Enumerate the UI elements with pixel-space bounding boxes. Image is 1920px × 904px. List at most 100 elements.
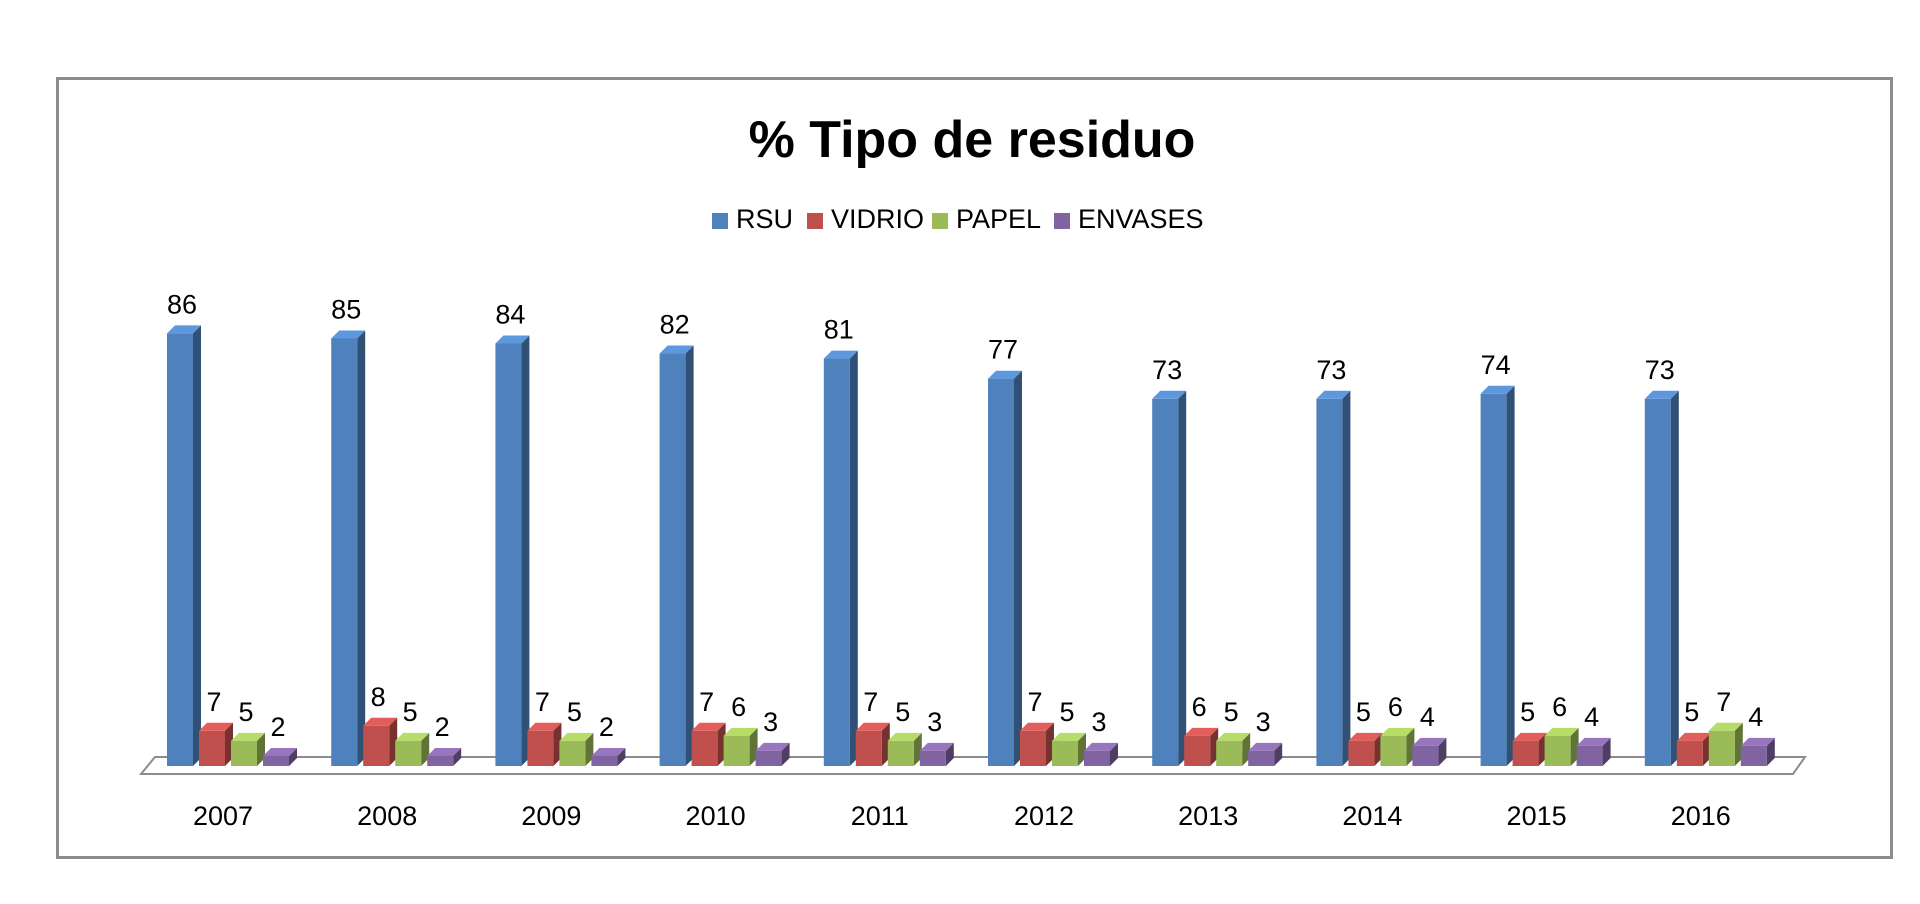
bar-rsu-2008: 85: [331, 294, 366, 766]
bar-front: [691, 730, 718, 766]
bar-top: [1316, 390, 1351, 399]
bar-papel-2009: 5: [559, 697, 594, 766]
bar-front: [1576, 745, 1603, 766]
bar-side: [1766, 737, 1775, 766]
bar-side: [1274, 742, 1283, 766]
bar-top: [887, 732, 922, 741]
bar-top: [1380, 727, 1415, 736]
data-label: 73: [1645, 355, 1675, 385]
data-label: 7: [1027, 687, 1042, 717]
bar-top: [1740, 737, 1775, 746]
bar-side: [1342, 390, 1351, 766]
legend-item-papel: PAPEL: [932, 204, 1041, 234]
bar-papel-2010: 6: [723, 692, 758, 766]
data-label: 73: [1316, 355, 1346, 385]
bar-rsu-2013: 73: [1152, 355, 1187, 766]
legend-swatch: [1054, 213, 1070, 229]
bar-rsu-2007: 86: [167, 289, 201, 766]
bar-papel-2012: 5: [1052, 697, 1086, 766]
bar-front: [495, 343, 522, 766]
bar-side: [781, 742, 790, 766]
bar-top: [1248, 742, 1283, 751]
bar-top: [1512, 732, 1547, 741]
bar-front: [1544, 735, 1571, 766]
bar-rsu-2009: 84: [495, 299, 530, 766]
bar-top: [1644, 390, 1679, 399]
category-label: 2008: [357, 801, 417, 831]
bar-front: [1248, 750, 1275, 766]
bar-top: [823, 350, 858, 359]
bar-front: [559, 740, 586, 766]
bar-top: [1708, 722, 1743, 731]
bar-front: [1412, 745, 1439, 766]
legend-label: ENVASES: [1078, 204, 1204, 234]
bar-top: [1020, 722, 1054, 731]
bar-front: [1480, 393, 1507, 766]
data-label: 5: [1224, 697, 1239, 727]
bar-top: [1412, 737, 1447, 746]
bar-envases-2010: 3: [755, 707, 790, 766]
bar-front: [855, 730, 882, 766]
bar-top: [363, 717, 398, 726]
bar-envases-2011: 3: [919, 707, 954, 766]
bar-rsu-2014: 73: [1316, 355, 1351, 766]
data-label: 3: [763, 707, 778, 737]
legend: RSU VIDRIO PAPEL ENVASES: [712, 204, 1204, 234]
bar-top: [755, 742, 790, 751]
bar-top: [919, 742, 954, 751]
bar-top: [331, 330, 366, 339]
bar-side: [685, 345, 694, 766]
bar-front: [263, 755, 289, 766]
bar-front: [1380, 735, 1407, 766]
category-label: 2016: [1671, 801, 1731, 831]
bar-front: [1676, 740, 1703, 766]
bar-top: [1676, 732, 1711, 741]
bar-side: [1438, 737, 1447, 766]
category-label: 2011: [851, 801, 909, 831]
legend-item-rsu: RSU: [712, 204, 793, 234]
category-label: 2015: [1507, 801, 1567, 831]
bar-front: [1512, 740, 1539, 766]
data-label: 7: [535, 687, 550, 717]
data-label: 4: [1584, 702, 1599, 732]
bar-rsu-2015: 74: [1481, 350, 1515, 766]
bar-front: [1708, 730, 1735, 766]
bar-top: [395, 732, 430, 741]
bar-side: [289, 747, 297, 766]
bar-top: [527, 722, 562, 731]
data-label: 81: [824, 315, 854, 345]
data-label: 2: [270, 712, 285, 742]
data-label: 84: [495, 299, 525, 329]
bar-top: [1480, 385, 1515, 394]
legend-swatch: [712, 213, 728, 229]
bar-front: [1316, 398, 1343, 766]
data-label: 77: [988, 335, 1018, 365]
bar-top: [167, 325, 201, 334]
bar-side: [1014, 370, 1022, 766]
bar-vidrio-2015: 5: [1512, 697, 1547, 766]
bar-envases-2007: 2: [263, 712, 297, 766]
bar-front: [1644, 398, 1671, 766]
legend-label: PAPEL: [956, 204, 1041, 234]
bar-front: [823, 358, 850, 766]
bar-envases-2015: 4: [1576, 702, 1611, 766]
bar-top: [495, 335, 530, 344]
bar-top: [591, 747, 626, 756]
bar-envases-2009: 2: [591, 712, 626, 766]
bar-front: [1020, 730, 1046, 766]
bar-front: [755, 750, 782, 766]
category-label: 2012: [1014, 801, 1074, 831]
bar-top: [1544, 727, 1579, 736]
bar-vidrio-2012: 7: [1020, 687, 1054, 766]
category-labels: 2007 2008 2009 2010 2011 2012 2013 2014 2015 2016: [193, 801, 1731, 831]
bar-front: [1216, 740, 1243, 766]
bar-top: [231, 732, 265, 741]
data-label: 6: [731, 692, 746, 722]
bar-rsu-2016: 73: [1645, 355, 1679, 766]
bar-front: [363, 725, 390, 766]
bar-side: [193, 325, 201, 766]
data-label: 6: [1192, 692, 1207, 722]
data-label: 82: [660, 310, 690, 340]
legend-swatch: [807, 213, 823, 229]
bar-side: [521, 335, 530, 766]
